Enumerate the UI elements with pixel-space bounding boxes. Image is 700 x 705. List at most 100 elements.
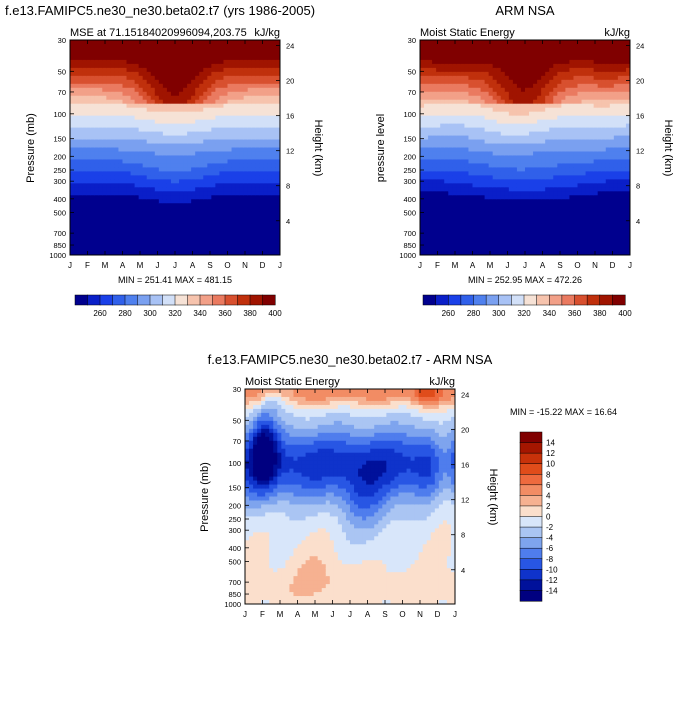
contour-cell: [155, 207, 160, 212]
contour-cell: [215, 112, 220, 117]
contour-cell: [557, 151, 562, 156]
contour-cell: [448, 159, 453, 164]
contour-cell: [131, 108, 136, 113]
contour-cell: [525, 207, 530, 212]
contour-cell: [203, 175, 208, 180]
contour-cell: [501, 183, 506, 188]
contour-cell: [151, 207, 156, 212]
contour-cell: [82, 171, 87, 176]
contour-cell: [135, 175, 140, 180]
contour-cell: [131, 140, 136, 145]
contour-cell: [139, 151, 144, 156]
contour-cell: [477, 227, 482, 232]
contour-cell: [131, 44, 136, 49]
contour-cell: [183, 163, 188, 168]
contour-cell: [203, 92, 208, 97]
contour-cell: [102, 60, 107, 65]
contour-cell: [264, 56, 269, 61]
contour-cell: [167, 144, 172, 149]
contour-cell: [240, 191, 245, 196]
contour-cell: [549, 199, 554, 204]
contour-cell: [436, 219, 441, 224]
contour-cell: [143, 52, 148, 57]
contour-cell: [223, 132, 228, 137]
contour-cell: [517, 64, 522, 69]
contour-cell: [513, 44, 518, 49]
contour-cell: [553, 159, 558, 164]
contour-cell: [195, 128, 200, 133]
contour-cell: [569, 76, 574, 81]
contour-cell: [90, 112, 95, 117]
contour-cell: [244, 120, 249, 125]
contour-cell: [545, 187, 550, 192]
contour-cell: [155, 72, 160, 77]
contour-cell: [151, 80, 156, 85]
contour-cell: [521, 60, 526, 65]
contour-cell: [191, 52, 196, 57]
contour-cell: [260, 207, 265, 212]
panel1-xtick-label: O: [224, 261, 230, 270]
contour-cell: [159, 211, 164, 216]
contour-cell: [191, 40, 196, 45]
contour-cell: [460, 144, 465, 149]
contour-cell: [460, 124, 465, 129]
contour-cell: [456, 151, 461, 156]
contour-cell: [460, 239, 465, 244]
contour-cell: [110, 167, 115, 172]
contour-cell: [477, 48, 482, 53]
contour-cell: [565, 72, 570, 77]
contour-cell: [436, 239, 441, 244]
contour-cell: [151, 163, 156, 168]
contour-cell: [147, 124, 152, 129]
contour-cell: [521, 136, 526, 141]
contour-cell: [264, 243, 269, 248]
contour-cell: [569, 72, 574, 77]
contour-cell: [460, 44, 465, 49]
contour-cell: [272, 64, 277, 69]
contour-cell: [94, 72, 99, 77]
contour-cell: [114, 207, 119, 212]
panel1-xtick-label: J: [173, 261, 177, 270]
panel1-colorbar-swatch: [200, 295, 213, 305]
contour-cell: [493, 56, 498, 61]
contour-cell: [215, 52, 220, 57]
contour-cell: [106, 88, 111, 93]
contour-cell: [211, 199, 216, 204]
contour-cell: [207, 239, 212, 244]
contour-cell: [203, 136, 208, 141]
contour-cell: [428, 72, 433, 77]
contour-cell: [106, 235, 111, 240]
contour-cell: [74, 219, 79, 224]
contour-cell: [565, 80, 570, 85]
contour-cell: [256, 108, 261, 113]
contour-cell: [489, 231, 494, 236]
contour-cell: [557, 187, 562, 192]
contour-cell: [481, 96, 486, 101]
contour-cell: [533, 215, 538, 220]
contour-cell: [537, 120, 542, 125]
contour-cell: [505, 199, 510, 204]
contour-cell: [98, 235, 103, 240]
contour-cell: [110, 199, 115, 204]
contour-cell: [179, 219, 184, 224]
contour-cell: [464, 159, 469, 164]
contour-cell: [131, 72, 136, 77]
contour-cell: [195, 183, 200, 188]
contour-cell: [82, 163, 87, 168]
contour-cell: [228, 187, 233, 192]
contour-cell: [114, 155, 119, 160]
contour-cell: [195, 84, 200, 89]
contour-cell: [195, 179, 200, 184]
contour-cell: [135, 163, 140, 168]
contour-cell: [440, 175, 445, 180]
contour-cell: [481, 44, 486, 49]
contour-cell: [175, 231, 180, 236]
contour-cell: [264, 195, 269, 200]
contour-cell: [529, 215, 534, 220]
contour-cell: [545, 247, 550, 252]
contour-cell: [175, 235, 180, 240]
contour-cell: [501, 231, 506, 236]
contour-cell: [444, 191, 449, 196]
contour-cell: [78, 195, 83, 200]
contour-cell: [236, 239, 241, 244]
